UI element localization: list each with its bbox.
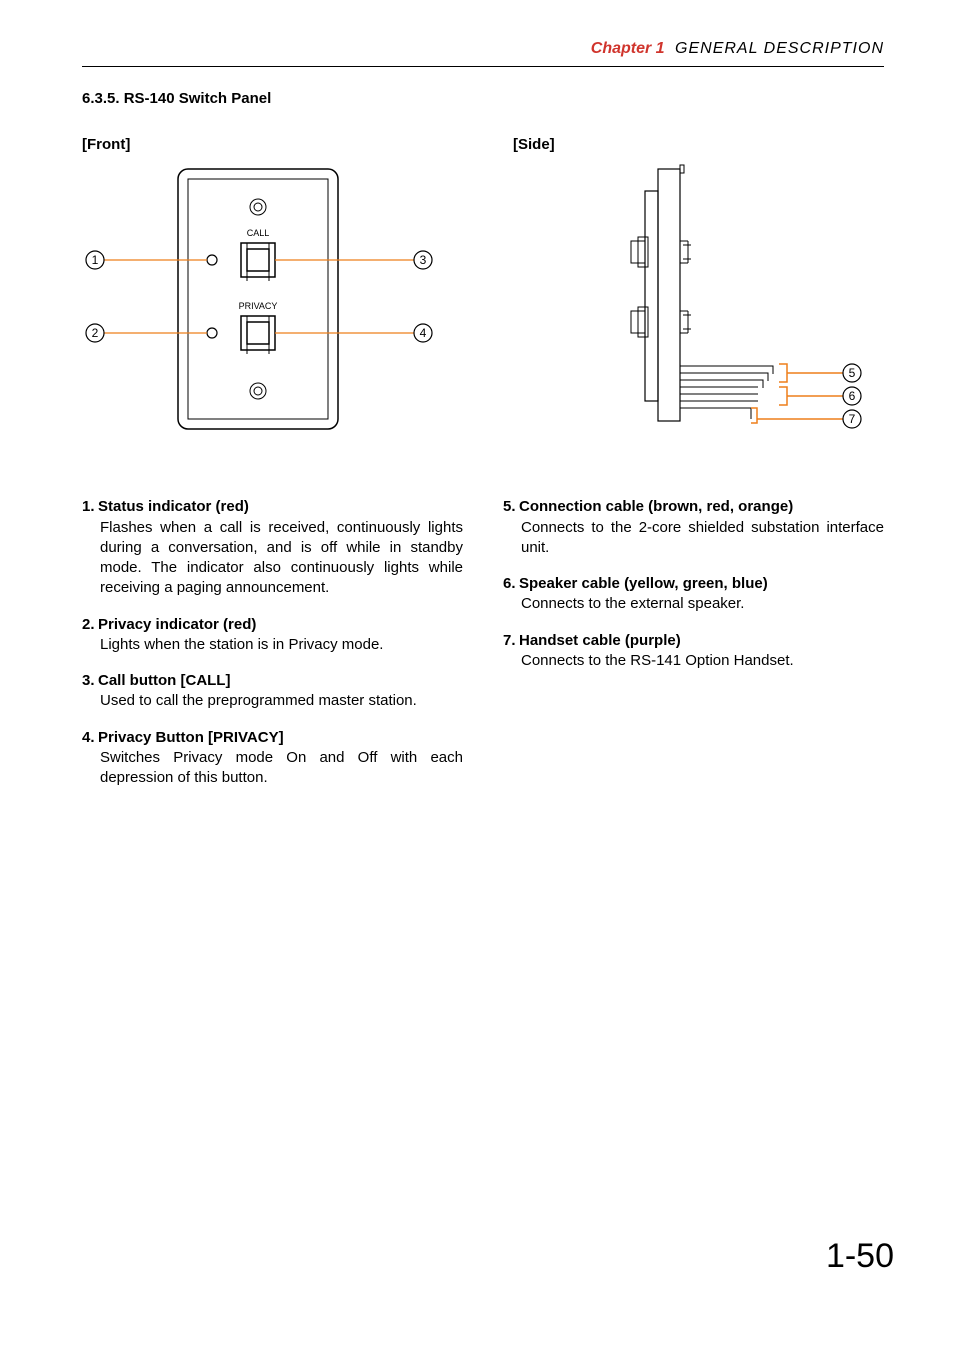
desc-item-7: 7.Handset cable (purple) Connects to the… (503, 631, 884, 672)
header-rule (82, 66, 884, 67)
desc-title: Connection cable (brown, red, orange) (519, 498, 793, 515)
front-diagram-column: [Front] CALL (82, 135, 453, 468)
front-label: [Front] (82, 135, 453, 155)
page-number: 1-50 (826, 1234, 894, 1280)
desc-body: Connects to the external speaker. (521, 594, 884, 614)
desc-title: Status indicator (red) (98, 498, 249, 515)
chapter-label: Chapter 1 (591, 40, 665, 57)
callout-4: 4 (420, 326, 427, 340)
privacy-text: PRIVACY (239, 301, 278, 311)
cable-group (680, 366, 773, 419)
desc-item-6: 6.Speaker cable (yellow, green, blue) Co… (503, 574, 884, 615)
desc-body: Flashes when a call is received, continu… (100, 518, 463, 599)
descriptions-left: 1.Status indicator (red) Flashes when a … (82, 497, 463, 804)
callout-6: 6 (849, 389, 856, 403)
desc-body: Used to call the preprogrammed master st… (100, 691, 463, 711)
desc-body: Connects to the 2-core shielded substati… (521, 518, 884, 559)
desc-title: Privacy indicator (red) (98, 616, 256, 633)
front-diagram: CALL PRIVACY (84, 161, 453, 447)
diagrams-row: [Front] CALL (82, 135, 884, 468)
desc-title: Privacy Button [PRIVACY] (98, 729, 284, 746)
section-number: 6.3.5. (82, 90, 120, 107)
desc-body: Switches Privacy mode On and Off with ea… (100, 748, 463, 789)
callout-5: 5 (849, 366, 856, 380)
side-button-1 (631, 237, 691, 267)
call-text: CALL (247, 228, 270, 238)
side-button-2 (631, 307, 691, 337)
desc-item-2: 2.Privacy indicator (red) Lights when th… (82, 615, 463, 656)
side-diagram: 5 6 7 (543, 161, 884, 467)
desc-item-4: 4.Privacy Button [PRIVACY] Switches Priv… (82, 728, 463, 789)
chapter-title: GENERAL DESCRIPTION (675, 40, 884, 57)
callout-1: 1 (92, 253, 99, 267)
side-diagram-column: [Side] (513, 135, 884, 468)
desc-item-3: 3.Call button [CALL] Used to call the pr… (82, 671, 463, 712)
desc-body: Connects to the RS-141 Option Handset. (521, 651, 884, 671)
side-label: [Side] (513, 135, 884, 155)
callout-7: 7 (849, 412, 856, 426)
callout-3: 3 (420, 253, 427, 267)
desc-title: Handset cable (purple) (519, 632, 681, 649)
desc-title: Speaker cable (yellow, green, blue) (519, 575, 768, 592)
desc-body: Lights when the station is in Privacy mo… (100, 635, 463, 655)
section-title: 6.3.5. RS-140 Switch Panel (82, 89, 884, 109)
desc-title: Call button [CALL] (98, 672, 230, 689)
callout-2: 2 (92, 326, 99, 340)
descriptions-row: 1.Status indicator (red) Flashes when a … (82, 497, 884, 804)
desc-item-1: 1.Status indicator (red) Flashes when a … (82, 497, 463, 598)
desc-item-5: 5.Connection cable (brown, red, orange) … (503, 497, 884, 558)
section-name: RS-140 Switch Panel (124, 90, 272, 107)
descriptions-right: 5.Connection cable (brown, red, orange) … (503, 497, 884, 804)
page-header: Chapter 1 GENERAL DESCRIPTION (82, 38, 884, 60)
